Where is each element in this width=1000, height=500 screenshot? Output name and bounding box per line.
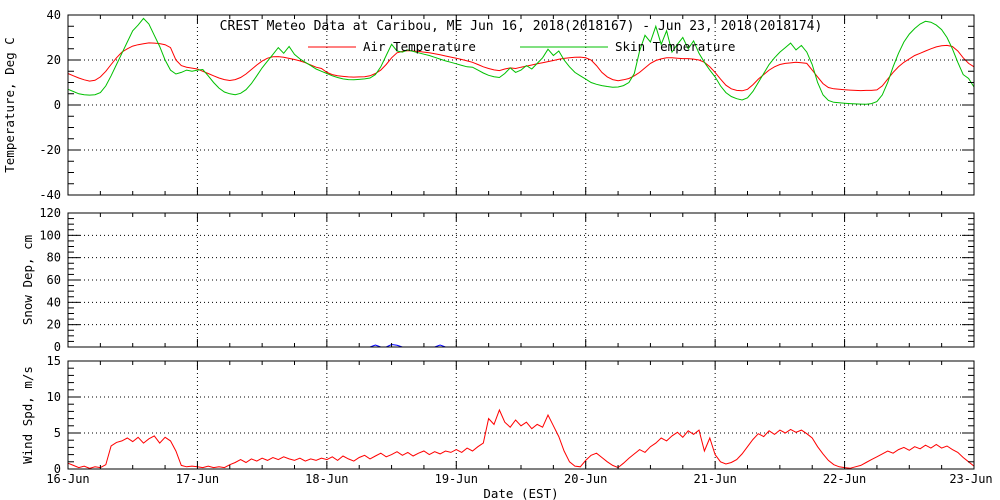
- y-tick-label: 15: [47, 354, 61, 368]
- y-axis-title: Wind Spd, m/s: [20, 366, 35, 464]
- y-tick-label: 0: [54, 98, 61, 112]
- y-tick-label: 40: [47, 295, 61, 309]
- x-tick-label: 17-Jun: [176, 472, 219, 486]
- y-axis-title: Snow Dep, cm: [20, 235, 35, 325]
- wind_speed-panel: [67, 360, 975, 470]
- plot-title: CREST Meteo Data at Caribou, ME Jun 16, …: [220, 19, 823, 34]
- air-temperature-line: [67, 42, 975, 92]
- y-tick-label: 60: [47, 273, 61, 287]
- x-axis-title: Date (EST): [483, 486, 558, 500]
- temperature-panel: [67, 14, 975, 196]
- x-tick-label: 21-Jun: [693, 472, 736, 486]
- wind-speed-line: [67, 408, 975, 469]
- x-tick-label: 23-Jun: [949, 472, 992, 486]
- y-axis-title: Temperature, Deg C: [2, 37, 17, 172]
- x-tick-label: 19-Jun: [435, 472, 478, 486]
- x-tick-label: 18-Jun: [305, 472, 348, 486]
- x-tick-label: 20-Jun: [564, 472, 607, 486]
- y-tick-label: 5: [54, 426, 61, 440]
- x-tick-label: 22-Jun: [823, 472, 866, 486]
- y-tick-label: -20: [39, 143, 61, 157]
- panel-border: [67, 360, 975, 470]
- snow_depth-panel: [67, 212, 975, 348]
- legend-label-skin: Skin Temperature: [615, 39, 735, 54]
- y-tick-label: 100: [39, 228, 61, 242]
- y-tick-label: 40: [47, 8, 61, 22]
- x-tick-label: 16-Jun: [46, 472, 89, 486]
- y-tick-label: 20: [47, 53, 61, 67]
- y-tick-label: 120: [39, 206, 61, 220]
- y-tick-label: 10: [47, 390, 61, 404]
- y-tick-label: 0: [54, 340, 61, 354]
- y-tick-label: -40: [39, 188, 61, 202]
- skin-temperature-line: [67, 17, 975, 105]
- y-tick-label: 20: [47, 318, 61, 332]
- y-tick-label: 0: [54, 462, 61, 476]
- y-tick-label: 80: [47, 251, 61, 265]
- legend-label-air: Air Temperature: [363, 39, 476, 54]
